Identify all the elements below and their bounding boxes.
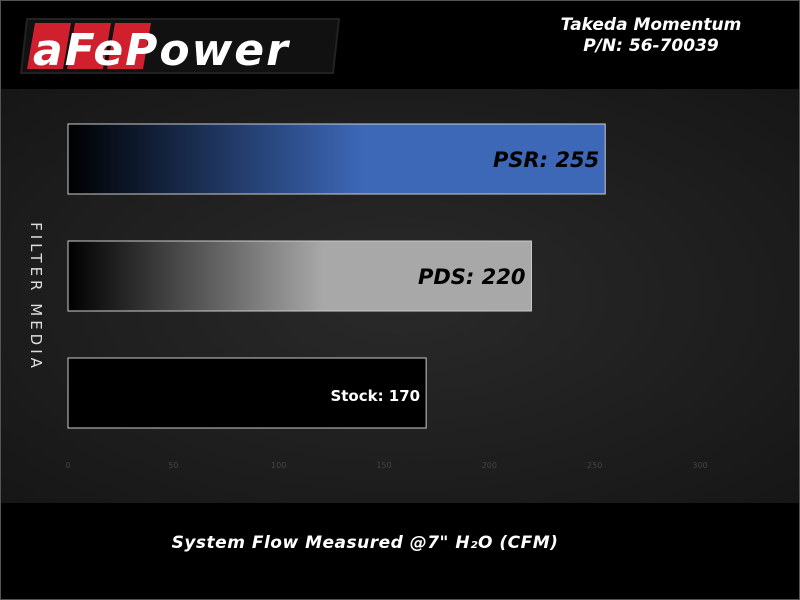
model-name: Takeda Momentum	[560, 15, 742, 35]
x-tick-label: 200	[482, 461, 497, 470]
afe-power-logo: aFePower	[19, 18, 341, 76]
x-tick-label: 150	[376, 461, 391, 470]
x-tick-label: 100	[271, 461, 286, 470]
bar-stock	[67, 357, 427, 429]
svg-text:aFePower: aFePower	[33, 25, 290, 76]
data-label: PDS: 220	[418, 265, 526, 289]
data-label: Stock: 170	[330, 387, 420, 405]
data-label: PSR: 255	[493, 148, 599, 172]
x-axis-label: System Flow Measured @7" H₂O (CFM)	[171, 533, 559, 553]
bar-psr	[67, 123, 606, 195]
x-tick-label: 50	[168, 461, 178, 470]
model-info: Takeda Momentum P/N: 56-70039	[521, 15, 781, 57]
x-tick-label: 0	[65, 461, 70, 470]
x-tick-label: 250	[587, 461, 602, 470]
bar-pds	[67, 240, 532, 312]
x-tick-label: 300	[692, 461, 707, 470]
header: aFePower Takeda Momentum P/N: 56-70039	[1, 1, 799, 89]
part-number: P/N: 56-70039	[583, 36, 719, 56]
